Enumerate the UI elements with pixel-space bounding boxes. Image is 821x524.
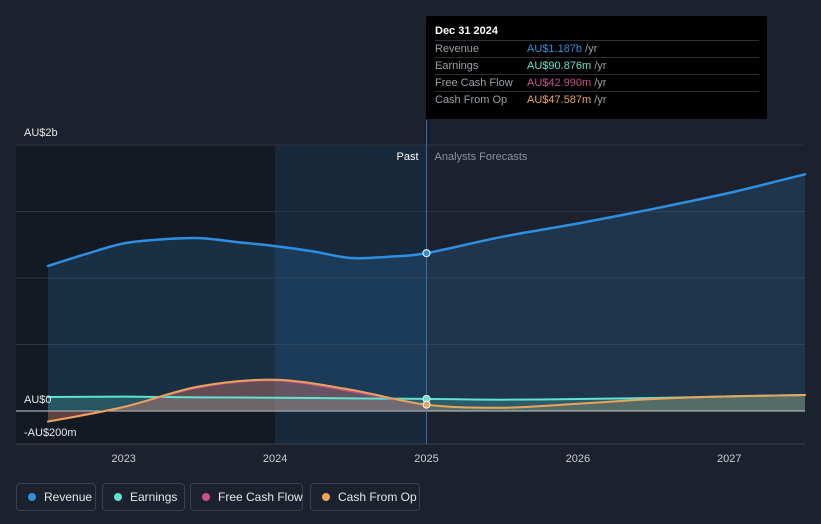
tooltip-unit: /yr — [594, 60, 607, 72]
x-tick-label: 2023 — [111, 453, 135, 465]
legend-label: Revenue — [44, 490, 93, 504]
highlight-region — [275, 145, 427, 444]
legend-label: Earnings — [130, 490, 178, 504]
legend-label: Free Cash Flow — [218, 490, 303, 504]
tooltip-number: AU$42.990m — [527, 77, 592, 89]
data-tooltip: Dec 31 2024 Revenue AU$1.187b/yr Earning… — [426, 16, 767, 119]
revenue-line — [46, 173, 807, 268]
tooltip-label: Free Cash Flow — [435, 77, 513, 89]
revenue-area — [48, 174, 805, 411]
tooltip-value: AU$47.587m/yr — [527, 94, 606, 106]
tooltip-unit: /yr — [585, 43, 598, 55]
tooltip-number: AU$1.187b — [527, 43, 583, 55]
legend-label: Cash From Op — [338, 490, 417, 504]
revenue-point — [422, 249, 431, 258]
legend-item-cash-from-op[interactable]: Cash From Op — [310, 483, 420, 511]
tooltip-row-cash-from-op: Cash From Op AU$47.587m/yr — [435, 91, 759, 109]
tooltip-value: AU$1.187b/yr — [527, 43, 597, 55]
free-cash-flow-area — [48, 380, 427, 422]
tooltip-unit: /yr — [594, 77, 607, 89]
tooltip-value: AU$42.990m/yr — [527, 77, 606, 89]
tooltip-label: Earnings — [435, 60, 479, 72]
cash-from-op-point — [422, 400, 431, 409]
tooltip-row-free-cash-flow: Free Cash Flow AU$42.990m/yr — [435, 74, 759, 92]
past-label: Past — [396, 151, 418, 163]
tooltip-date: Dec 31 2024 — [435, 25, 498, 37]
tooltip-label: Cash From Op — [435, 94, 508, 106]
forecast-label: Analysts Forecasts — [435, 151, 528, 163]
x-tick-label: 2027 — [717, 453, 741, 465]
y-axis-zero-label: AU$0 — [24, 394, 52, 406]
y-axis-bottom-label: -AU$200m — [24, 427, 77, 439]
y-axis-top-label: AU$2b — [24, 127, 58, 139]
legend-item-earnings[interactable]: Earnings — [102, 483, 185, 511]
cash-from-op-area — [48, 379, 805, 422]
x-tick-label: 2024 — [263, 453, 287, 465]
legend-dot-icon — [322, 493, 330, 501]
tooltip-value: AU$90.876m/yr — [527, 60, 606, 72]
legend-item-free-cash-flow[interactable]: Free Cash Flow — [190, 483, 303, 511]
x-tick-label: 2025 — [414, 453, 438, 465]
legend-dot-icon — [202, 493, 210, 501]
tooltip-row-earnings: Earnings AU$90.876m/yr — [435, 57, 759, 75]
financials-chart: AU$2b AU$0 -AU$200m Past Analysts Forecasts 2… — [16, 120, 807, 465]
x-tick-label: 2026 — [566, 453, 590, 465]
tooltip-row-revenue: Revenue AU$1.187b/yr — [435, 40, 759, 58]
tooltip-number: AU$90.876m — [527, 60, 592, 72]
tooltip-unit: /yr — [594, 94, 607, 106]
tooltip-label: Revenue — [435, 43, 480, 55]
legend-dot-icon — [28, 493, 36, 501]
tooltip-number: AU$47.587m — [527, 94, 592, 106]
legend-item-revenue[interactable]: Revenue — [16, 483, 96, 511]
legend-dot-icon — [114, 493, 122, 501]
